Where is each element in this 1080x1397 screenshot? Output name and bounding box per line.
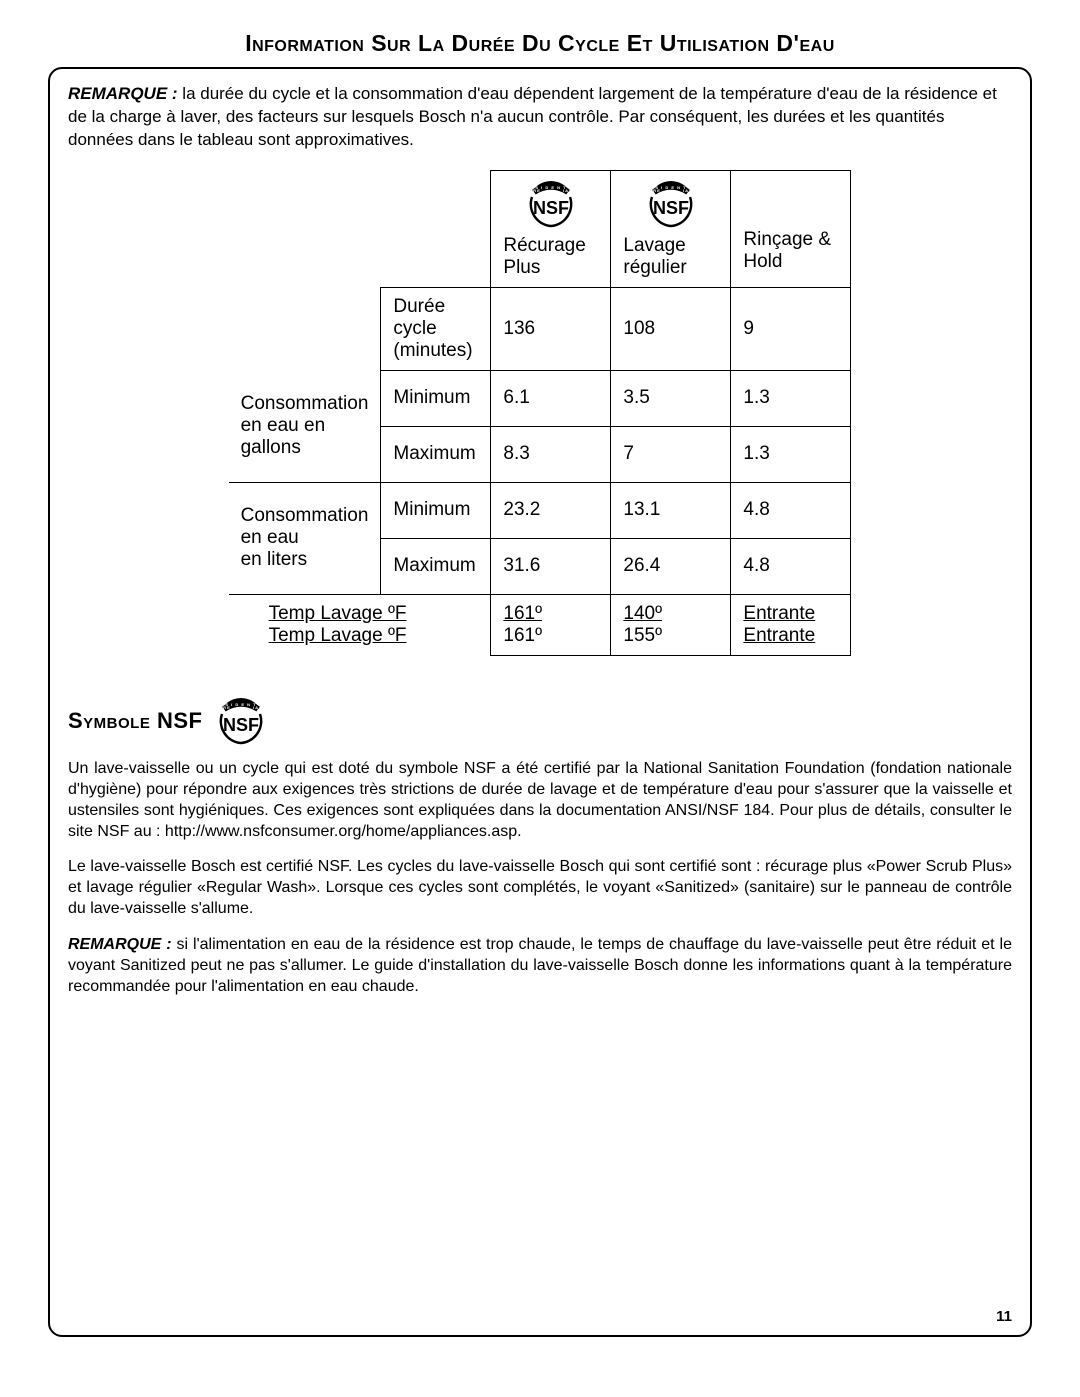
blank-cell [229, 287, 381, 370]
content-box: REMARQUE : la durée du cycle et la conso… [48, 67, 1032, 1337]
note-text: si l'alimentation en eau de la résidence… [68, 936, 1012, 995]
label-text: Consommation [241, 393, 369, 414]
min-label: Minimum [381, 370, 491, 426]
cell: 23.2 [491, 482, 611, 538]
table-row: Temp Lavage ºF Temp Lavage ºF 161º 161º … [229, 594, 851, 655]
paragraph: Un lave-vaisselle ou un cycle qui est do… [68, 758, 1012, 842]
table-row: Consommation en eau en liters Minimum 23… [229, 482, 851, 538]
cell: 161º 161º [491, 594, 611, 655]
section-title-row: Symbole NSF [68, 696, 1012, 746]
page-number: 11 [996, 1308, 1012, 1325]
note-1: REMARQUE : la durée du cycle et la conso… [68, 83, 1012, 152]
max-label: Maximum [381, 538, 491, 594]
cell: 1.3 [731, 370, 851, 426]
cycle-table: Récurage Plus Lavage régulier Rinçage & … [229, 170, 852, 656]
cell: 8.3 [491, 426, 611, 482]
cell: 4.8 [731, 482, 851, 538]
cell: 31.6 [491, 538, 611, 594]
val: 155º [623, 625, 662, 646]
val: Entrante [743, 625, 815, 646]
val: Entrante [743, 603, 815, 624]
note-text: la durée du cycle et la consommation d'e… [68, 84, 997, 149]
col-label: Hold [743, 251, 782, 272]
gallons-label: Consommation en eau en gallons [229, 370, 381, 482]
val: 161º [503, 625, 542, 646]
nsf-icon [646, 179, 696, 229]
temp1-label: Temp Lavage ºF [269, 603, 407, 624]
col-header-rincage: Rinçage & Hold [731, 170, 851, 287]
cell: 9 [731, 287, 851, 370]
table-wrap: Récurage Plus Lavage régulier Rinçage & … [68, 170, 1012, 656]
val: 140º [623, 603, 662, 624]
section-title: Symbole NSF [68, 708, 202, 734]
cell: Entrante Entrante [731, 594, 851, 655]
cell: 7 [611, 426, 731, 482]
note-2: REMARQUE : si l'alimentation en eau de l… [68, 934, 1012, 997]
cell: 4.8 [731, 538, 851, 594]
note-label: REMARQUE : [68, 936, 172, 953]
cell: 136 [491, 287, 611, 370]
col-label: régulier [623, 257, 686, 278]
label-text: Consommation [241, 505, 369, 526]
paragraph: Le lave-vaisselle Bosch est certifié NSF… [68, 856, 1012, 919]
label-text: en liters [241, 549, 308, 570]
page-title: Information Sur La Durée Du Cycle Et Uti… [48, 30, 1032, 57]
cell: 1.3 [731, 426, 851, 482]
cell: 108 [611, 287, 731, 370]
max-label: Maximum [381, 426, 491, 482]
cell: 26.4 [611, 538, 731, 594]
label-text: gallons [241, 437, 301, 458]
label-text: (minutes) [393, 340, 472, 361]
cell: 6.1 [491, 370, 611, 426]
col-header-lavage: Lavage régulier [611, 170, 731, 287]
col-label: Rinçage & [743, 229, 831, 250]
min-label: Minimum [381, 482, 491, 538]
col-header-recurage: Récurage Plus [491, 170, 611, 287]
label-text: en eau en [241, 415, 326, 436]
table-header-row: Récurage Plus Lavage régulier Rinçage & … [229, 170, 851, 287]
table-row: Durée cycle (minutes) 136 108 9 [229, 287, 851, 370]
cell: 3.5 [611, 370, 731, 426]
blank-cell [229, 170, 491, 287]
page: Information Sur La Durée Du Cycle Et Uti… [0, 0, 1080, 1397]
col-label: Récurage [503, 235, 585, 256]
cycle-time-label: Durée cycle (minutes) [381, 287, 491, 370]
table-row: Consommation en eau en gallons Minimum 6… [229, 370, 851, 426]
val: 161º [503, 603, 542, 624]
note-label: REMARQUE : [68, 84, 178, 103]
temp-label-cell: Temp Lavage ºF Temp Lavage ºF [229, 594, 491, 655]
nsf-icon [526, 179, 576, 229]
nsf-icon [216, 696, 266, 746]
cell: 140º 155º [611, 594, 731, 655]
cell: 13.1 [611, 482, 731, 538]
col-label: Plus [503, 257, 540, 278]
col-label: Lavage [623, 235, 685, 256]
label-text: Durée cycle [393, 296, 445, 339]
liters-label: Consommation en eau en liters [229, 482, 381, 594]
label-text: en eau [241, 527, 299, 548]
temp2-label: Temp Lavage ºF [269, 625, 407, 646]
